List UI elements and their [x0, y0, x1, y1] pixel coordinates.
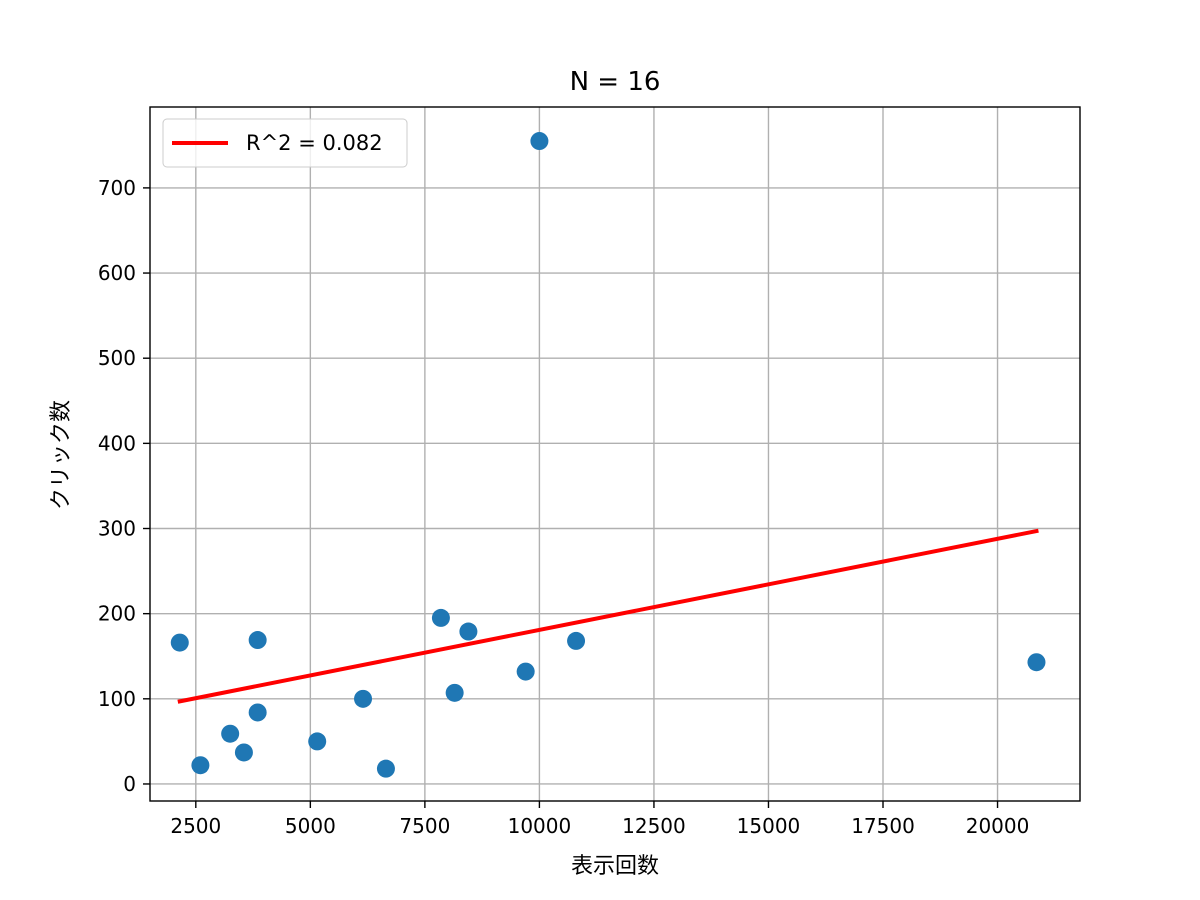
- data-point: [234, 743, 253, 762]
- data-point: [221, 724, 240, 743]
- x-axis-ticks: 2500 5000 7500 10000 12500 15000 17500 20000: [170, 801, 1029, 838]
- data-points: [170, 132, 1046, 778]
- x-tick-label: 15000: [737, 814, 801, 838]
- x-tick-label: 12500: [622, 814, 686, 838]
- legend-label: R^2 = 0.082: [246, 131, 383, 155]
- x-tick-label: 20000: [966, 814, 1030, 838]
- x-axis-label: 表示回数: [571, 854, 659, 879]
- y-tick-label: 400: [98, 431, 136, 455]
- regression-line: [177, 528, 1039, 704]
- data-point: [516, 662, 535, 681]
- data-point: [567, 631, 586, 650]
- y-tick-label: 500: [98, 346, 136, 370]
- y-tick-label: 0: [123, 772, 136, 796]
- data-point: [308, 732, 327, 751]
- data-point: [431, 608, 450, 627]
- x-tick-label: 17500: [851, 814, 915, 838]
- data-point: [459, 622, 478, 641]
- data-point: [445, 683, 464, 702]
- legend-box: [162, 118, 408, 168]
- regression-line-layer: [177, 528, 1039, 704]
- data-point: [191, 756, 210, 775]
- x-tick-label: 7500: [399, 814, 450, 838]
- data-point: [248, 703, 267, 722]
- data-point: [170, 633, 189, 652]
- x-tick-label: 10000: [508, 814, 572, 838]
- y-tick-label: 300: [98, 517, 136, 541]
- y-axis-ticks: 0 100 200 300 400 500 600 700: [98, 176, 150, 796]
- y-tick-label: 600: [98, 261, 136, 285]
- y-axis-label: クリック数: [49, 400, 74, 510]
- data-point: [248, 631, 267, 650]
- y-tick-label: 100: [98, 687, 136, 711]
- legend: R^2 = 0.082: [162, 118, 408, 168]
- x-tick-label: 2500: [170, 814, 221, 838]
- y-tick-label: 700: [98, 176, 136, 200]
- data-point: [530, 132, 549, 151]
- y-tick-label: 200: [98, 602, 136, 626]
- data-point: [354, 689, 373, 708]
- data-point: [1027, 653, 1046, 672]
- chart-title: N = 16: [570, 67, 661, 97]
- x-tick-label: 5000: [285, 814, 336, 838]
- plot-frame: [149, 106, 1081, 802]
- data-point: [376, 759, 395, 778]
